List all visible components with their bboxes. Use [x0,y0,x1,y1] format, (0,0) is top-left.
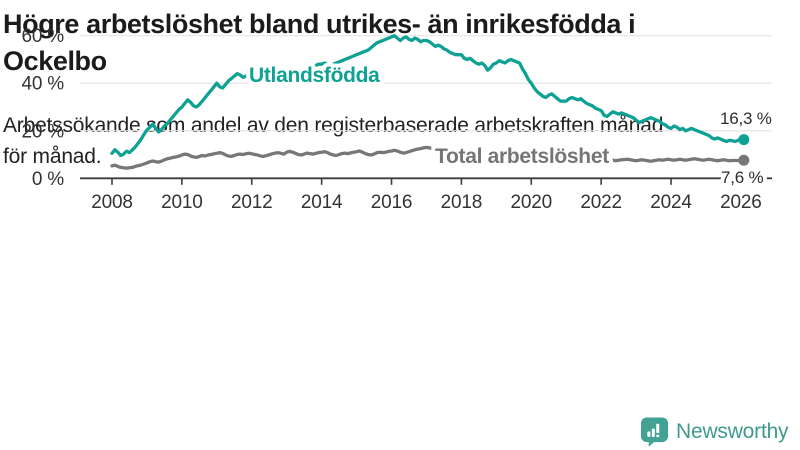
x-tick-label-2022: 2022 [580,192,621,213]
gridlines: 0 % 20 % 40 % 60 % [21,26,772,190]
chart-canvas: 0 % 20 % 40 % 60 % 2008 2010 2012 2014 2016 2018… [21,26,772,213]
series-label-utlandsfodda: Utlandsfödda [249,64,380,87]
x-tick-label-2018: 2018 [441,192,482,213]
end-value-label-utlandsfodda: 16,3 % [720,109,772,128]
brand-name: Newsworthy [676,419,789,443]
series-end-dot-utlandsfodda [738,134,750,146]
series-line-total-arbetsloshet [110,145,746,170]
x-axis: 2008 2010 2012 2014 2016 2018 2020 2022 2024 2026 [80,177,772,213]
bar-chart-exclamation-glyph [647,423,660,438]
x-tick-label-2008: 2008 [91,192,132,213]
page-title-line-1: Högre arbetslöshet bland utrikes- än inr… [3,9,636,39]
x-tick-label-2016: 2016 [371,192,412,213]
end-value-label-total: 7,6 % [721,168,764,187]
newsworthy-bubble-icon [640,417,669,447]
y-tick-label-20: 20 % [21,121,64,142]
series-label-total-arbetsloshet: Total arbetslöshet [435,145,609,168]
y-tick-label-0: 0 % [32,169,64,190]
series-line-utlandsfodda [110,34,746,158]
x-tick-label-2012: 2012 [231,192,272,213]
series-end-dots [738,134,750,166]
y-tick-label-60: 60 % [21,26,64,47]
page-title: Högre arbetslöshet bland utrikes- än inr… [3,6,797,80]
unemployment-line-chart: 0 % 20 % 40 % 60 % 2008 2010 2012 2014 2016 2018… [21,26,772,213]
chart-header: Högre arbetslöshet bland utrikes- än inr… [3,0,797,172]
series-lines [110,34,746,170]
y-tick-label-40: 40 % [21,74,64,95]
x-tick-label-2026: 2026 [720,192,761,213]
x-tick-label-2010: 2010 [161,192,202,213]
newsworthy-logo[interactable]: Newsworthy [640,416,789,447]
x-tick-label-2024: 2024 [650,192,692,213]
chart-subtitle-line-2: för månad. [3,145,102,168]
series-end-dot-total-arbetsloshet [738,154,750,166]
x-tick-label-2014: 2014 [301,192,343,213]
x-tick-label-2020: 2020 [511,192,552,213]
page-title-line-2: Ockelbo [3,46,107,76]
